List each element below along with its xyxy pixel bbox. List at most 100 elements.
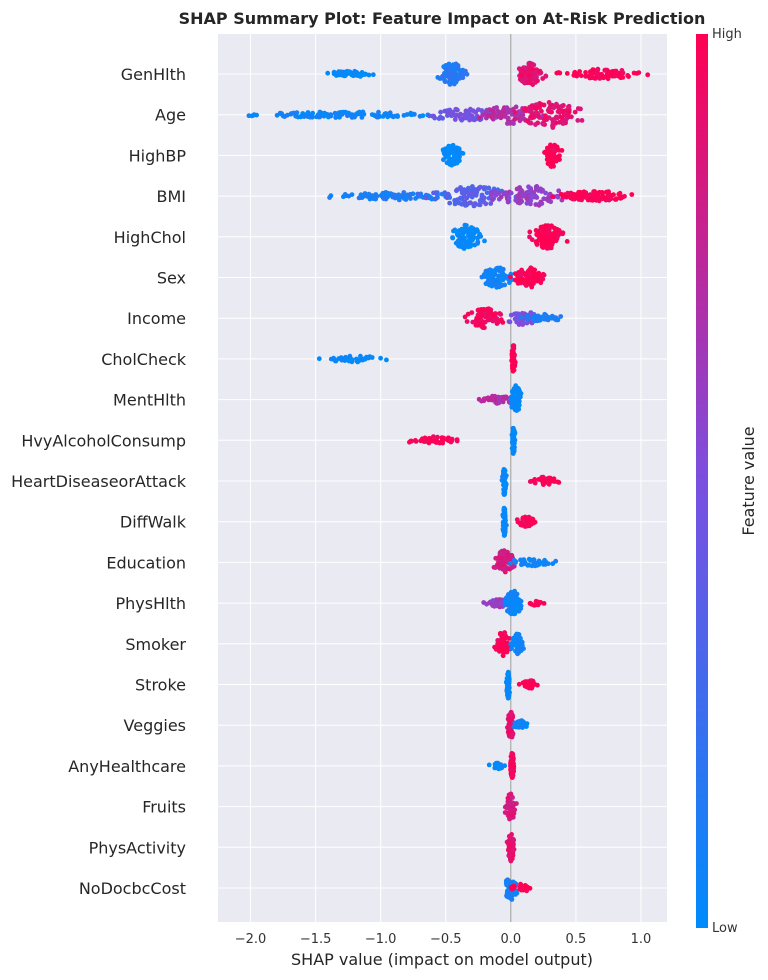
shap-dot <box>519 562 525 567</box>
shap-dot <box>510 436 516 442</box>
shap-dot <box>328 113 334 119</box>
shap-dot <box>626 74 631 79</box>
shap-dot <box>554 101 559 107</box>
shap-dot <box>557 70 563 76</box>
shap-dot <box>481 195 486 201</box>
shap-dot <box>508 190 514 196</box>
shap-dot <box>572 109 578 115</box>
shap-dot <box>579 197 584 203</box>
feature-label: HvyAlcoholConsump <box>21 431 186 450</box>
shap-dot <box>548 237 553 243</box>
shap-dot <box>476 202 482 208</box>
shap-dot <box>449 113 454 119</box>
shap-dot <box>519 73 525 79</box>
shap-dot <box>540 276 546 282</box>
shap-dot <box>516 632 522 637</box>
shap-dot <box>378 355 383 361</box>
shap-dot <box>548 231 553 237</box>
shap-dot <box>434 190 440 196</box>
shap-dot <box>310 110 316 116</box>
shap-dot <box>305 110 311 115</box>
shap-dot <box>448 439 454 444</box>
shap-dot <box>490 318 496 324</box>
shap-dot <box>583 70 588 75</box>
shap-dot <box>456 75 462 81</box>
shap-dot <box>510 363 515 369</box>
shap-dot <box>498 312 504 317</box>
shap-dot <box>460 72 465 77</box>
shap-dot <box>534 232 540 238</box>
shap-dot <box>529 194 535 199</box>
shap-dot <box>488 274 494 279</box>
shap-dot <box>389 113 395 119</box>
shap-dot <box>470 319 476 325</box>
colorbar-high-label: High <box>712 27 742 42</box>
shap-dot <box>505 684 511 689</box>
shap-dot <box>509 646 514 651</box>
shap-dot <box>500 266 506 272</box>
shap-dot <box>426 113 432 119</box>
shap-dot <box>459 201 465 207</box>
shap-dot <box>510 752 516 758</box>
x-axis-label: SHAP value (impact on model output) <box>291 950 593 969</box>
shap-dot <box>507 107 512 113</box>
shap-dot <box>509 813 515 819</box>
shap-dot <box>445 110 451 115</box>
feature-label: CholCheck <box>101 350 187 369</box>
shap-dot <box>448 79 453 84</box>
shap-dot <box>507 843 513 849</box>
shap-dot <box>507 725 513 731</box>
shap-dot <box>525 515 531 521</box>
shap-dot <box>504 893 509 899</box>
feature-label: HighBP <box>129 146 187 165</box>
shap-dot <box>500 653 506 659</box>
shap-dot <box>558 314 564 319</box>
shap-dot <box>528 120 534 126</box>
shap-dot <box>550 117 555 122</box>
shap-dot <box>575 106 581 111</box>
shap-dot <box>508 560 513 566</box>
shap-dot <box>293 113 299 119</box>
shap-dot <box>448 65 453 70</box>
shap-dot <box>523 883 529 889</box>
shap-dot <box>456 149 462 155</box>
shap-dot <box>349 192 355 198</box>
shap-dot <box>616 191 622 197</box>
shap-dot <box>575 118 581 123</box>
shap-dot <box>407 439 412 445</box>
shap-dot <box>553 558 559 564</box>
shap-dot <box>448 69 454 75</box>
shap-dot <box>447 160 453 166</box>
shap-dot <box>515 311 521 317</box>
shap-dot <box>420 113 426 119</box>
shap-dot <box>450 109 456 115</box>
shap-dot <box>611 192 616 198</box>
shap-dot <box>514 646 520 652</box>
shap-dot <box>518 641 523 647</box>
shap-dot <box>536 202 542 208</box>
feature-label: PhysActivity <box>89 838 186 857</box>
shap-dot <box>532 71 538 77</box>
shap-dot <box>525 69 530 75</box>
shap-dot <box>518 598 524 604</box>
shap-dot <box>552 479 557 484</box>
shap-dot <box>463 108 469 114</box>
shap-dot <box>587 192 593 198</box>
shap-dot <box>506 678 512 684</box>
shap-dot <box>559 148 565 153</box>
shap-dot <box>555 194 561 200</box>
shap-dot <box>560 119 565 125</box>
shap-dot <box>522 65 528 71</box>
shap-dot <box>452 80 458 85</box>
shap-dot <box>339 357 345 363</box>
shap-dot <box>533 240 539 245</box>
shap-dot <box>473 110 479 115</box>
shap-dot <box>331 355 336 361</box>
shap-dot <box>578 73 584 79</box>
shap-dot <box>458 116 464 122</box>
shap-dot <box>439 439 444 445</box>
shap-dot <box>354 356 359 362</box>
shap-dot <box>507 816 512 822</box>
shap-dot <box>542 224 548 230</box>
